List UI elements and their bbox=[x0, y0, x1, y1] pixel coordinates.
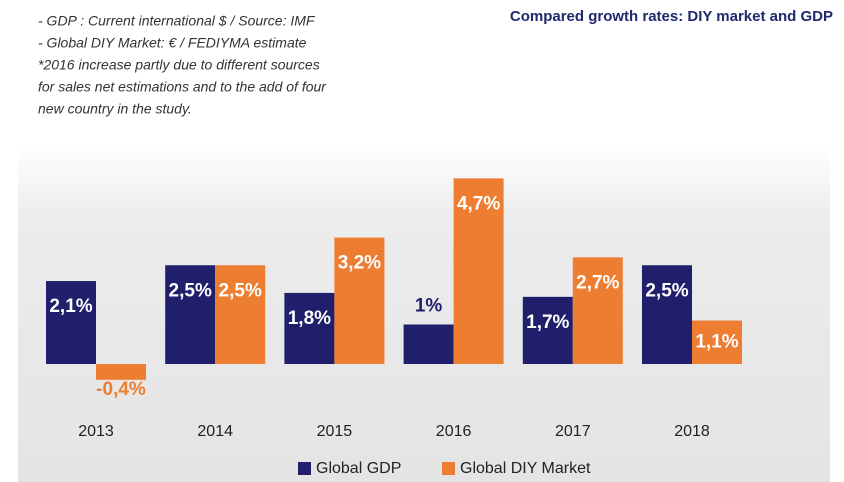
legend-swatch bbox=[298, 462, 311, 475]
x-tick-label: 2018 bbox=[674, 423, 710, 440]
x-tick-label: 2015 bbox=[317, 423, 353, 440]
note: for sales net estimations and to the add… bbox=[38, 79, 327, 95]
value-label: 1,7% bbox=[526, 312, 569, 333]
value-label: 2,5% bbox=[645, 280, 688, 301]
note: new country in the study. bbox=[38, 101, 192, 117]
value-label: 4,7% bbox=[457, 193, 500, 214]
bar bbox=[572, 257, 623, 364]
value-label: 2,1% bbox=[49, 296, 92, 317]
x-tick-label: 2014 bbox=[197, 423, 233, 440]
bar bbox=[642, 265, 692, 364]
note: - Global DIY Market: € / FEDIYMA estimat… bbox=[38, 35, 307, 51]
value-label: 1% bbox=[415, 296, 443, 317]
note: *2016 increase partly due to different s… bbox=[38, 57, 320, 73]
legend-label: Global DIY Market bbox=[460, 460, 591, 477]
bar bbox=[96, 364, 146, 380]
value-label: 1,8% bbox=[288, 308, 331, 329]
note: - GDP : Current international $ / Source… bbox=[38, 13, 316, 29]
bar bbox=[453, 178, 504, 364]
bar bbox=[692, 320, 742, 364]
bar bbox=[284, 292, 335, 364]
value-label: 2,5% bbox=[169, 280, 212, 301]
chart-title: Compared growth rates: DIY market and GD… bbox=[510, 8, 833, 25]
value-label: -0,4% bbox=[96, 379, 146, 400]
x-tick-label: 2017 bbox=[555, 423, 591, 440]
bar bbox=[334, 237, 385, 364]
value-label: 2,5% bbox=[219, 280, 262, 301]
bar bbox=[403, 324, 454, 364]
x-tick-label: 2016 bbox=[436, 423, 472, 440]
legend-label: Global GDP bbox=[316, 460, 401, 477]
x-tick-label: 2013 bbox=[78, 423, 114, 440]
legend-swatch bbox=[442, 462, 455, 475]
value-label: 3,2% bbox=[338, 253, 381, 274]
bar bbox=[165, 265, 216, 364]
value-label: 2,7% bbox=[576, 272, 619, 293]
bar bbox=[215, 265, 266, 364]
bar bbox=[522, 296, 573, 364]
bar bbox=[46, 281, 96, 364]
value-label: 1,1% bbox=[695, 331, 738, 352]
plot-background bbox=[18, 0, 830, 482]
